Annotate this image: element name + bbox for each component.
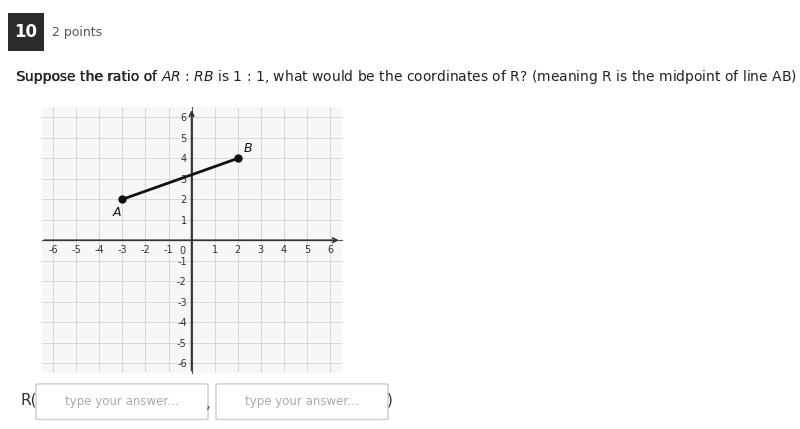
- FancyBboxPatch shape: [216, 384, 388, 420]
- Text: type your answer...: type your answer...: [246, 395, 358, 408]
- FancyBboxPatch shape: [36, 384, 208, 420]
- Text: Suppose the ratio of: Suppose the ratio of: [16, 70, 162, 84]
- Text: ): ): [386, 393, 392, 408]
- Text: 10: 10: [14, 23, 38, 41]
- Text: ,: ,: [206, 396, 210, 411]
- Text: 0: 0: [180, 246, 186, 257]
- Text: B: B: [243, 142, 252, 155]
- Text: Suppose the ratio of $\mathit{AR}$ : $\mathit{RB}$ is 1 : 1, what would be the c: Suppose the ratio of $\mathit{AR}$ : $\m…: [16, 68, 797, 86]
- Text: R(: R(: [20, 393, 37, 408]
- Text: A: A: [112, 206, 121, 220]
- Text: type your answer...: type your answer...: [66, 395, 178, 408]
- Text: 2 points: 2 points: [52, 26, 102, 39]
